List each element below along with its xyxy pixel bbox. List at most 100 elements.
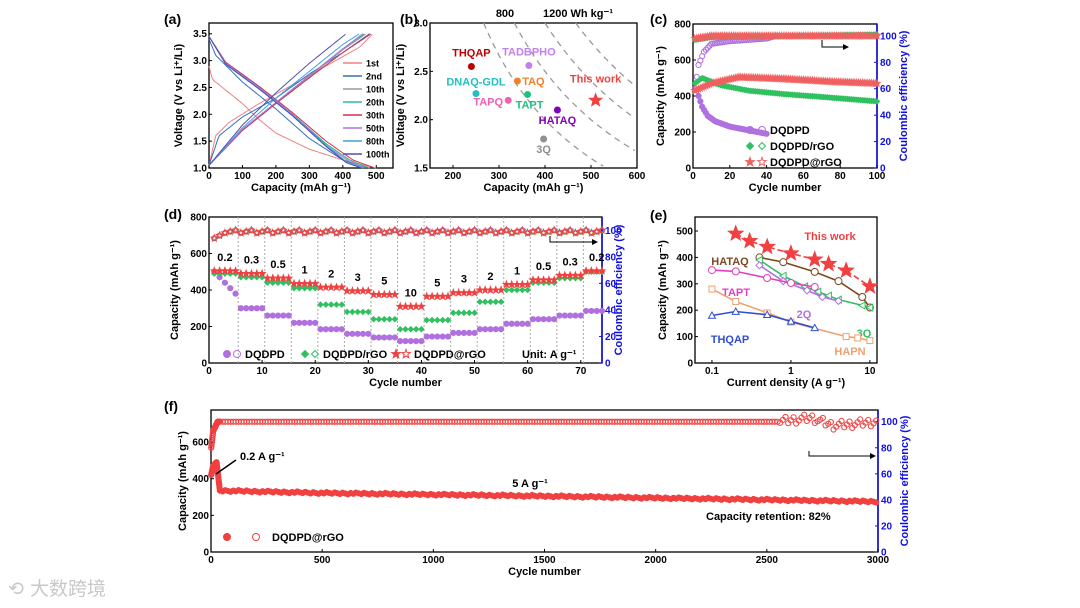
x-tick-label: 0: [206, 366, 212, 377]
capacity-marker: [593, 307, 600, 315]
ce-marker: [241, 226, 251, 236]
ce-marker: [491, 228, 501, 237]
series-label: This work: [804, 231, 856, 243]
capacity-marker: [230, 266, 241, 275]
capacity-marker: [423, 333, 430, 340]
y-tick-label: 100: [676, 332, 693, 343]
data-marker: [813, 287, 822, 297]
capacity-marker: [402, 325, 409, 333]
y-axis-label: Voltage (V vs Li⁺/Li): [173, 43, 185, 147]
x-tick-label: 500: [314, 555, 331, 566]
x-tick-label: 30: [363, 366, 375, 377]
ce-marker: [592, 226, 602, 236]
capacity-marker: [327, 301, 335, 308]
x-tick-label: 20: [724, 171, 736, 182]
ce-marker: [422, 225, 432, 235]
point-TADBPHO: [525, 62, 533, 70]
capacity-marker: [444, 316, 452, 324]
capacity-marker: [337, 282, 347, 292]
legend-label: 80th: [366, 137, 385, 147]
ce-marker: [838, 417, 845, 425]
capacity-marker: [449, 309, 457, 317]
legend-label: 20th: [366, 98, 385, 108]
point-THQAP: [467, 63, 475, 70]
data-marker: [758, 237, 776, 255]
arrow-to-ce-axis: [821, 40, 843, 48]
capacity-marker: [460, 329, 468, 336]
capacity-marker: [359, 330, 367, 337]
capacity-marker: [397, 338, 404, 345]
ce-marker: [385, 226, 395, 236]
energy-label: 800: [496, 8, 514, 20]
ce-marker: [549, 225, 559, 235]
y-tick-label: 1.5: [193, 137, 207, 148]
y-axis-label: Capacity (mAh g⁻¹): [169, 240, 181, 340]
capacity-marker: [529, 316, 537, 323]
capacity-marker: [407, 338, 414, 345]
y-tick-label: 3.0: [414, 19, 428, 30]
energy-density-line: [544, 22, 635, 119]
ce-marker: [819, 414, 826, 422]
capacity-marker: [464, 288, 474, 297]
capacity-marker: [418, 338, 425, 345]
current-density-label: 0.3: [244, 255, 259, 267]
ce-marker: [427, 228, 437, 237]
current-density-label: 5: [381, 276, 387, 288]
capacity-marker: [268, 273, 278, 283]
plot-area: DQDPD DQDPD/rGO DQDPD@rGO: [690, 31, 882, 169]
capacity-marker: [363, 286, 373, 295]
capacity-marker: [561, 312, 568, 319]
legend-label: DQDPD/rGO: [323, 349, 388, 361]
capacity-marker: [519, 286, 526, 294]
legend-label: DQDPD: [245, 349, 285, 361]
ce-marker: [459, 228, 469, 237]
curve-50th-discharge: [208, 36, 365, 169]
point-TAPT: [524, 91, 532, 99]
data-marker: [763, 273, 772, 282]
ce-marker: [300, 227, 310, 237]
current-density-label: 10: [405, 287, 417, 299]
x-tick-label: 70: [575, 366, 587, 377]
data-marker: [837, 261, 855, 279]
ce-marker: [310, 225, 320, 235]
ce-marker: [801, 411, 808, 418]
y2-tick-label: 0: [881, 548, 887, 559]
capacity-marker: [274, 312, 282, 319]
y-tick-label: 500: [676, 226, 693, 237]
panel-label: (d): [164, 206, 182, 222]
data-marker: [740, 231, 759, 249]
y-tick-label: 2.5: [193, 83, 207, 94]
y2-tick-label: 100: [881, 417, 898, 428]
data-marker: [779, 258, 788, 267]
panel-c: 0 20 40 60 80 1000200400600800020406080100Cyc…: [650, 11, 910, 194]
ce-marker: [358, 225, 368, 235]
x-tick-label: 1000: [422, 555, 445, 566]
y-tick-label: 2.0: [193, 110, 207, 121]
plot-area: 0.2 0.3 0.5 1 2 3 5 10 5 3 2 1 0.5 0.3 0.2 DQDPD DQDPD/r…: [209, 217, 607, 363]
y2-tick-label: 20: [880, 137, 892, 148]
ce-marker: [704, 44, 711, 51]
x-tick-label: 0: [690, 171, 696, 182]
capacity-marker: [551, 316, 558, 323]
ce-marker: [485, 225, 496, 235]
point-label: DNAQ-GDL: [446, 77, 506, 89]
watermark-text: 大数跨境: [29, 578, 106, 600]
x-tick-label: 400: [537, 171, 554, 182]
point-label: This work: [570, 73, 622, 85]
ce-marker: [560, 226, 570, 236]
ce-marker: [262, 225, 272, 235]
point-label: TAPT: [516, 100, 544, 112]
data-marker: [824, 291, 832, 301]
capacity-marker: [872, 78, 882, 88]
y2-tick-label: 100: [880, 31, 897, 42]
legend-marker-filled: [744, 155, 756, 167]
y-tick-label: 800: [190, 213, 207, 224]
x-axis-label: Cycle number: [749, 182, 822, 194]
capacity-marker: [391, 334, 398, 341]
y2-tick-label: 40: [605, 305, 617, 316]
legend-label: DQDPD@rGO: [414, 349, 486, 361]
arrow-to-initial-cycles: [215, 459, 237, 475]
capacity-marker: [481, 298, 489, 306]
x-tick-label: 1500: [533, 555, 556, 566]
data-marker: [731, 306, 741, 315]
